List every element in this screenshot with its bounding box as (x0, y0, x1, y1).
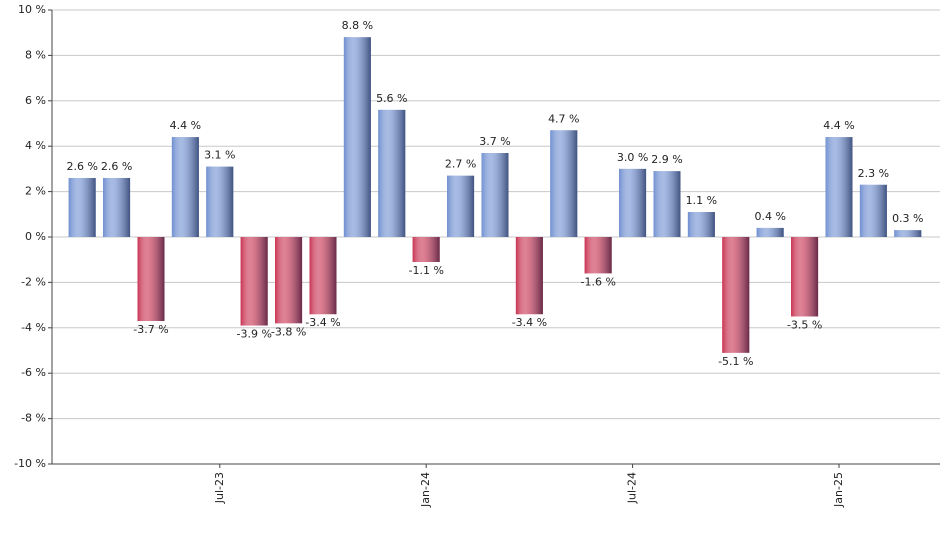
y-tick-label: 4 % (25, 139, 46, 152)
y-tick-label: -8 % (21, 412, 46, 425)
bar-shade (481, 153, 509, 237)
bar-shade (619, 168, 647, 237)
value-label: -3.7 % (133, 323, 168, 336)
bar-shade (447, 175, 475, 237)
value-label: 2.7 % (445, 158, 476, 171)
value-label: -1.6 % (580, 275, 615, 288)
value-label: 1.1 % (686, 194, 717, 207)
bar-shade (584, 237, 612, 274)
bar-shade (171, 137, 199, 237)
y-tick-label: 10 % (18, 3, 46, 16)
x-tick-label: Jan-24 (419, 472, 432, 508)
value-label: 3.7 % (479, 135, 510, 148)
value-label: -5.1 % (718, 355, 753, 368)
bar-shade (687, 212, 715, 237)
x-tick-label: Jan-25 (832, 472, 845, 508)
bar-shade (550, 130, 578, 237)
value-label: 2.6 % (66, 160, 97, 173)
y-tick-label: -10 % (14, 457, 46, 470)
y-tick-label: 2 % (25, 185, 46, 198)
value-label: 2.6 % (101, 160, 132, 173)
bar-shade (756, 227, 784, 237)
bar-shade (68, 177, 96, 237)
value-label: 4.4 % (823, 119, 854, 132)
value-label: 5.6 % (376, 92, 407, 105)
x-tick-label: Jul-23 (213, 472, 226, 504)
y-tick-label: -4 % (21, 321, 46, 334)
value-label: 3.0 % (617, 151, 648, 164)
value-label: 2.3 % (858, 167, 889, 180)
value-label: 8.8 % (342, 19, 373, 32)
bar-shade (825, 137, 853, 237)
value-label: -3.4 % (305, 316, 340, 329)
value-label: -1.1 % (408, 264, 443, 277)
bar-shade (859, 184, 887, 237)
x-tick-label: Jul-24 (626, 472, 639, 504)
bar-shade (137, 237, 165, 321)
value-label: 3.1 % (204, 149, 235, 162)
value-label: 4.4 % (170, 119, 201, 132)
bar-shade (103, 177, 131, 237)
value-label: -3.5 % (787, 318, 822, 331)
value-label: -3.9 % (236, 328, 271, 341)
value-label: -3.4 % (512, 316, 547, 329)
bar-shade (412, 237, 440, 262)
y-tick-label: 0 % (25, 230, 46, 243)
bar-shade (343, 37, 371, 237)
y-tick-label: 8 % (25, 48, 46, 61)
value-label: 0.4 % (754, 210, 785, 223)
bar-shade (240, 237, 268, 326)
bar-shade (653, 171, 681, 237)
value-label: 0.3 % (892, 212, 923, 225)
y-tick-label: 6 % (25, 94, 46, 107)
value-label: 4.7 % (548, 112, 579, 125)
bar-shade (894, 230, 922, 237)
bar-shade (378, 109, 406, 237)
bar-shade (791, 237, 819, 317)
bar-shade (722, 237, 750, 353)
bar-shade (275, 237, 303, 324)
bar-shade (206, 166, 234, 237)
y-tick-label: -2 % (21, 275, 46, 288)
bar-shade (309, 237, 337, 315)
bar-shade (515, 237, 543, 315)
value-label: -3.8 % (271, 325, 306, 338)
y-tick-label: -6 % (21, 366, 46, 379)
value-label: 2.9 % (651, 153, 682, 166)
